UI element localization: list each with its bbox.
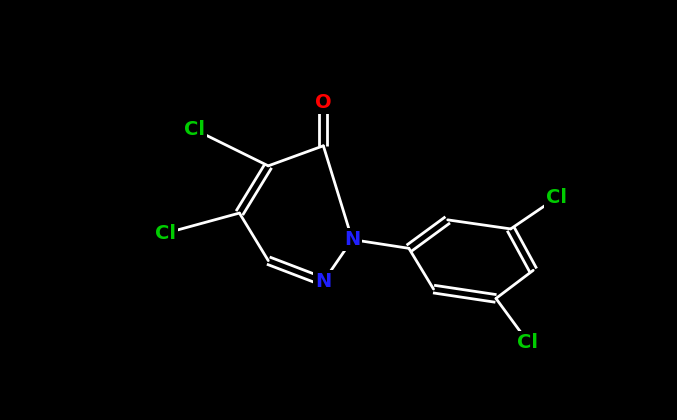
Text: Cl: Cl [546,188,567,207]
Text: Cl: Cl [517,333,538,352]
Text: Cl: Cl [184,120,205,139]
Text: Cl: Cl [156,223,177,243]
Text: O: O [315,93,332,112]
Text: N: N [315,272,332,291]
Text: N: N [344,230,360,249]
